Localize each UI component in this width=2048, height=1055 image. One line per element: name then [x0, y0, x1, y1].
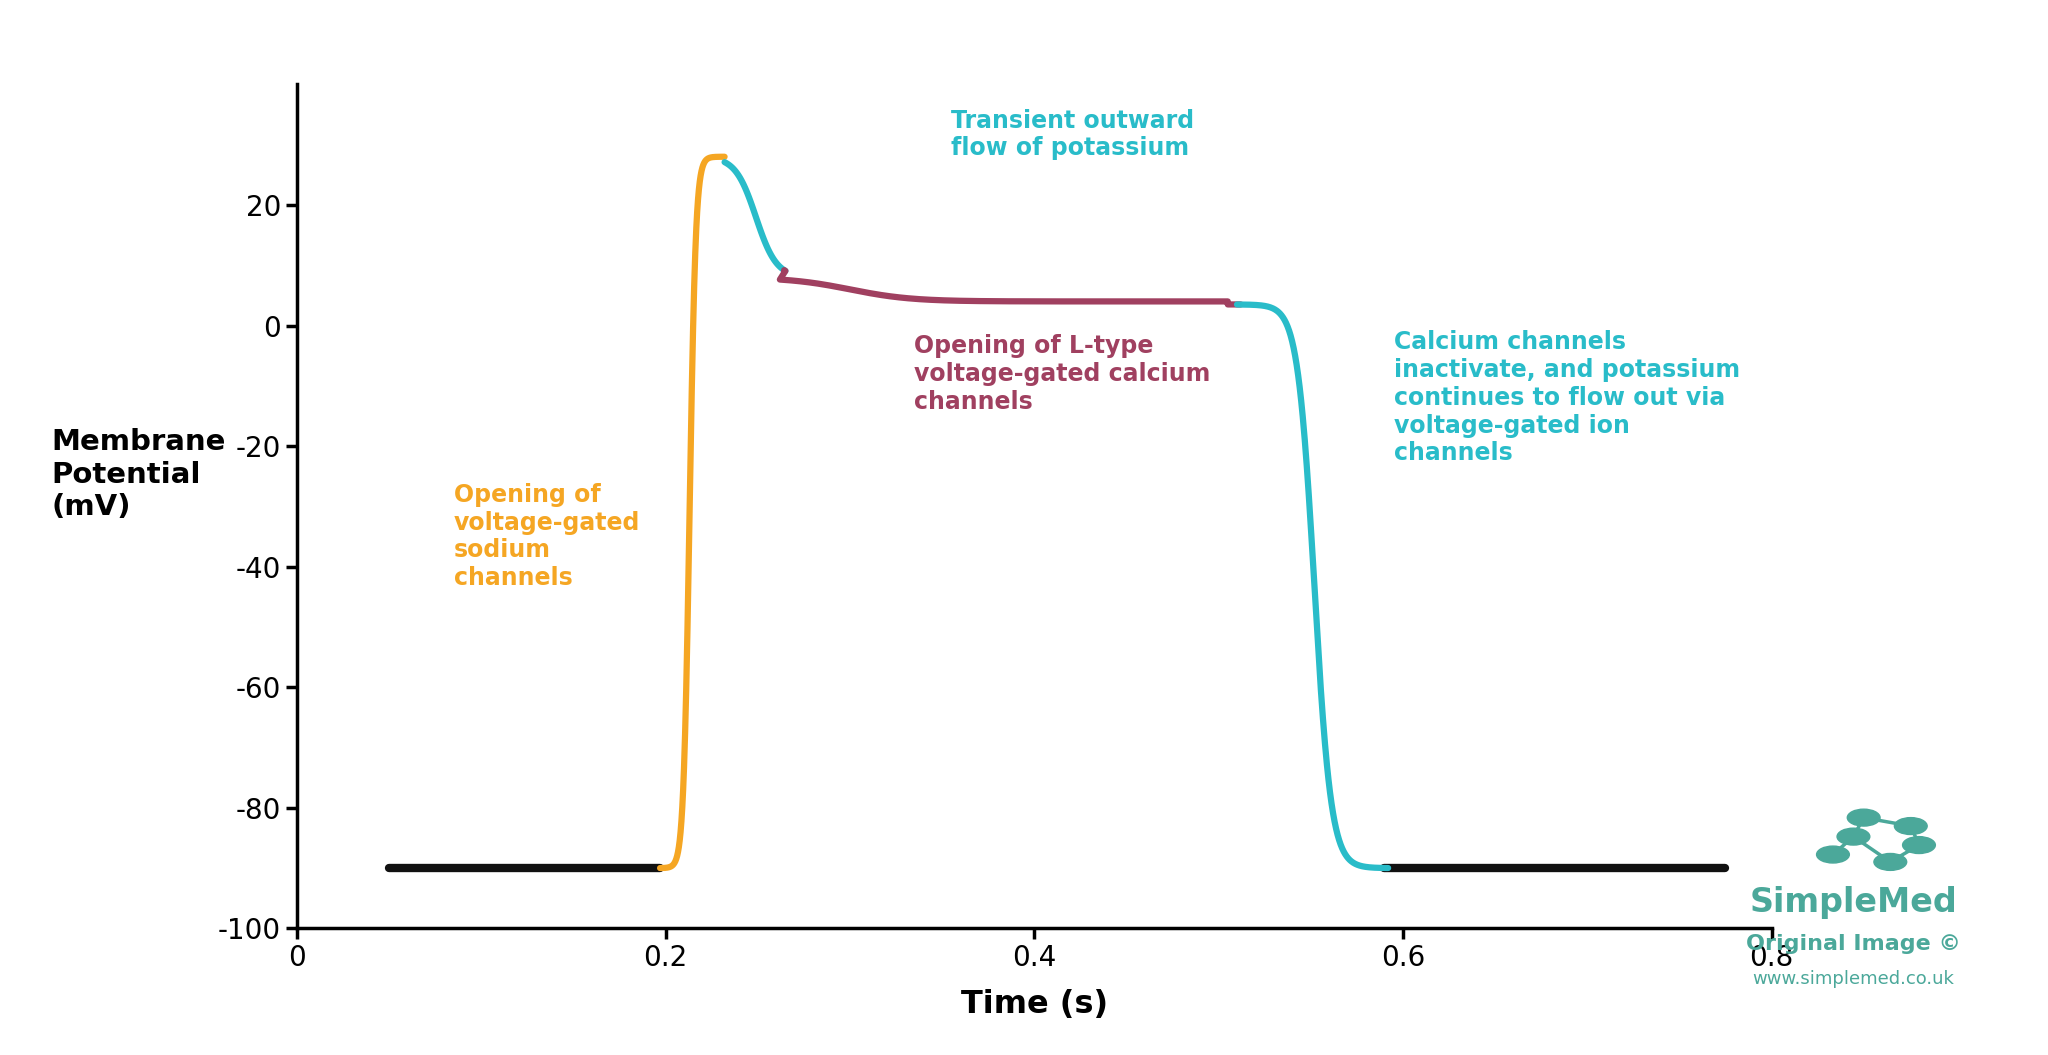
Text: Transient outward
flow of potassium: Transient outward flow of potassium: [950, 109, 1194, 160]
X-axis label: Time (s): Time (s): [961, 989, 1108, 1020]
Text: www.simplemed.co.uk: www.simplemed.co.uk: [1753, 970, 1954, 989]
Text: Calcium channels
inactivate, and potassium
continues to flow out via
voltage-gat: Calcium channels inactivate, and potassi…: [1393, 330, 1741, 465]
Text: Opening of L-type
voltage-gated calcium
channels: Opening of L-type voltage-gated calcium …: [913, 334, 1210, 414]
Text: SimpleMed: SimpleMed: [1749, 885, 1958, 919]
Text: Original Image ©: Original Image ©: [1747, 935, 1960, 954]
Text: Opening of
voltage-gated
sodium
channels: Opening of voltage-gated sodium channels: [453, 483, 641, 590]
Text: Membrane
Potential
(mV): Membrane Potential (mV): [51, 428, 225, 521]
